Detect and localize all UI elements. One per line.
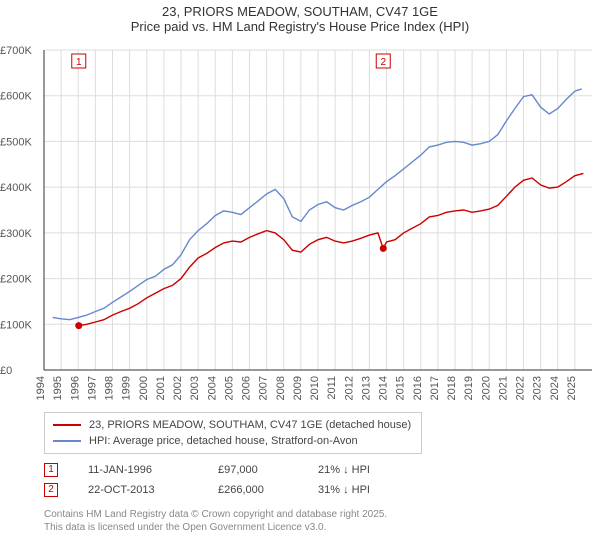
svg-text:2014: 2014 [378,376,390,400]
table-row: 1 11-JAN-1996 £97,000 21% ↓ HPI [44,460,438,480]
title-line-1: 23, PRIORS MEADOW, SOUTHAM, CV47 1GE [0,4,600,19]
svg-text:1994: 1994 [35,376,47,400]
chart-area: £0 £100K £200K £300K £400K £500K £600K £700K 199… [0,40,600,410]
svg-text:2008: 2008 [275,376,287,400]
chart-container: 23, PRIORS MEADOW, SOUTHAM, CV47 1GE Pri… [0,0,600,560]
transaction-table: 1 11-JAN-1996 £97,000 21% ↓ HPI 2 22-OCT… [44,460,438,500]
legend-swatch-hpi [53,440,81,442]
legend-swatch-price-paid [53,424,81,426]
transaction-marker-1: 1 [44,463,58,477]
footnote-line-2: This data is licensed under the Open Gov… [44,521,387,534]
svg-text:2011: 2011 [326,376,338,400]
svg-text:2: 2 [380,57,386,68]
svg-text:2004: 2004 [206,376,218,400]
legend-item-price-paid: 23, PRIORS MEADOW, SOUTHAM, CV47 1GE (de… [53,417,411,433]
svg-text:2003: 2003 [189,376,201,400]
svg-text:£600K: £600K [0,91,32,103]
svg-text:1: 1 [76,57,82,68]
legend: 23, PRIORS MEADOW, SOUTHAM, CV47 1GE (de… [44,412,422,454]
svg-text:1999: 1999 [121,376,133,400]
svg-text:£0: £0 [0,365,12,377]
transaction-marker-2: 2 [44,483,58,497]
transaction-price: £266,000 [218,484,318,496]
title-block: 23, PRIORS MEADOW, SOUTHAM, CV47 1GE Pri… [0,0,600,34]
svg-text:2023: 2023 [532,376,544,400]
svg-text:£700K: £700K [0,45,32,57]
svg-text:2010: 2010 [309,376,321,400]
svg-text:£100K: £100K [0,319,32,331]
svg-text:1995: 1995 [52,376,64,400]
svg-text:2007: 2007 [258,376,270,400]
footnote: Contains HM Land Registry data © Crown c… [44,508,387,534]
svg-text:2019: 2019 [463,376,475,400]
transaction-delta: 21% ↓ HPI [318,464,438,476]
svg-text:2017: 2017 [429,376,441,400]
transaction-date: 22-OCT-2013 [88,484,218,496]
svg-text:2025: 2025 [566,376,578,400]
svg-text:2012: 2012 [343,376,355,400]
svg-text:£300K: £300K [0,228,32,240]
table-row: 2 22-OCT-2013 £266,000 31% ↓ HPI [44,480,438,500]
svg-text:2022: 2022 [515,376,527,400]
svg-text:£400K: £400K [0,182,32,194]
transaction-price: £97,000 [218,464,318,476]
svg-text:2018: 2018 [446,376,458,400]
footnote-line-1: Contains HM Land Registry data © Crown c… [44,508,387,521]
transaction-delta: 31% ↓ HPI [318,484,438,496]
svg-text:2021: 2021 [497,376,509,400]
svg-text:1997: 1997 [86,376,98,400]
svg-text:2009: 2009 [292,376,304,400]
svg-text:2020: 2020 [480,376,492,400]
chart-svg: £0 £100K £200K £300K £400K £500K £600K £700K 199… [0,40,600,410]
title-line-2: Price paid vs. HM Land Registry's House … [0,19,600,34]
legend-item-hpi: HPI: Average price, detached house, Stra… [53,433,411,449]
legend-label-hpi: HPI: Average price, detached house, Stra… [89,435,358,447]
svg-text:2015: 2015 [395,376,407,400]
svg-text:2002: 2002 [172,376,184,400]
svg-text:£500K: £500K [0,136,32,148]
svg-text:2013: 2013 [360,376,372,400]
svg-text:2000: 2000 [138,376,150,400]
svg-text:£200K: £200K [0,274,32,286]
svg-text:2001: 2001 [155,376,167,400]
svg-text:2005: 2005 [223,376,235,400]
svg-text:2006: 2006 [241,376,253,400]
legend-label-price-paid: 23, PRIORS MEADOW, SOUTHAM, CV47 1GE (de… [89,419,411,431]
svg-text:2016: 2016 [412,376,424,400]
transaction-date: 11-JAN-1996 [88,464,218,476]
svg-text:1996: 1996 [69,376,81,400]
svg-text:2024: 2024 [549,376,561,400]
svg-text:1998: 1998 [104,376,116,400]
